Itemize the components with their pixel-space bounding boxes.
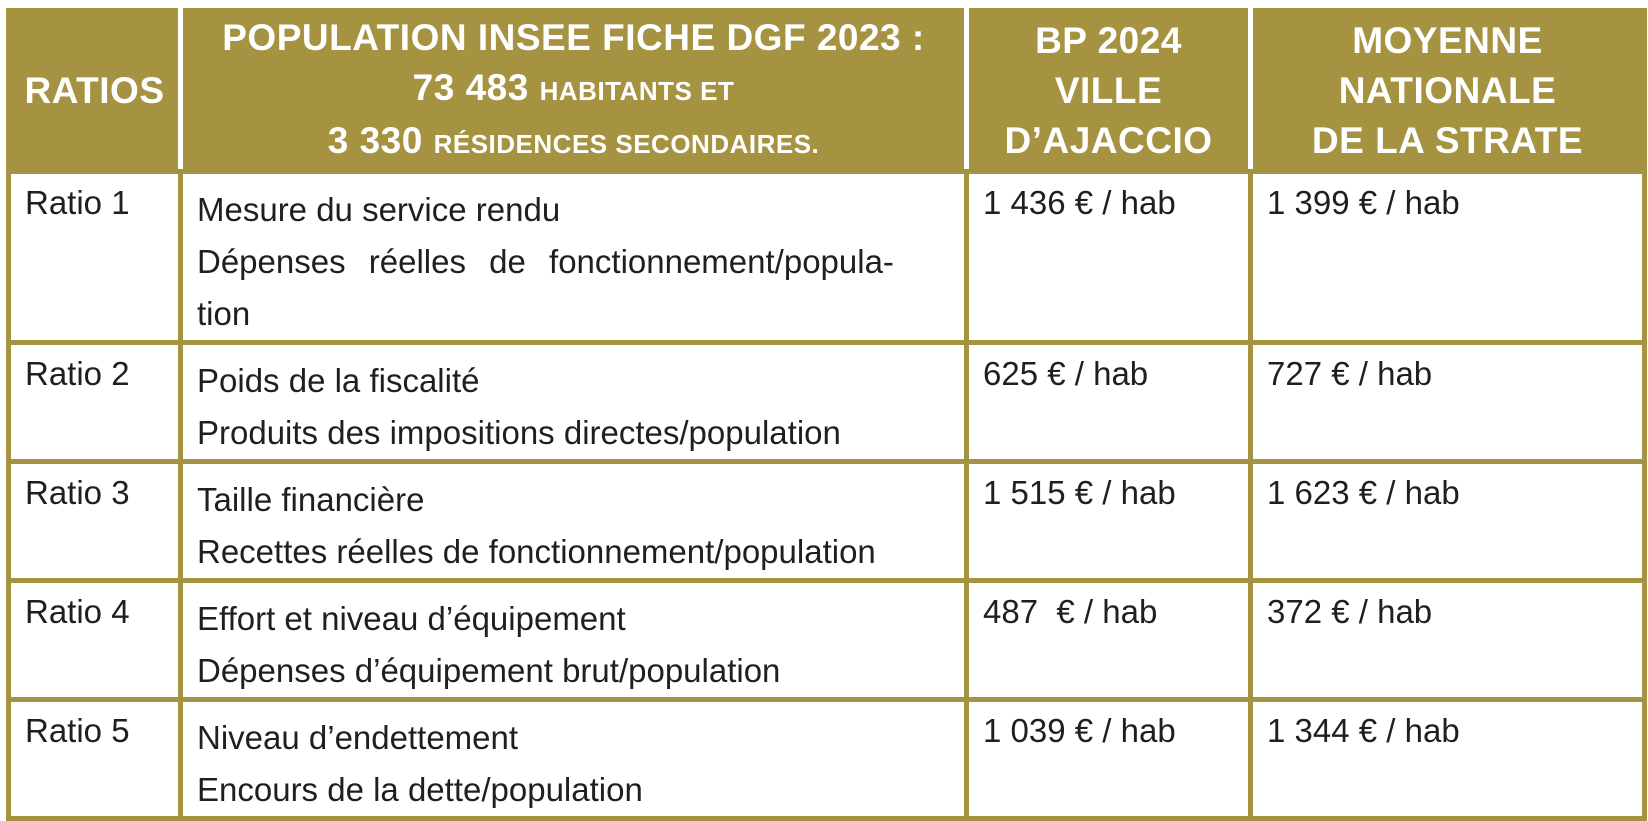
ratio-formula: Dépenses d’équipement brut/population — [197, 652, 781, 689]
header-bp-2024: BP 2024 VILLE D’AJACCIO — [964, 8, 1253, 174]
ratio-formula: Dépenses réelles de fonctionnement/popul… — [197, 243, 894, 280]
ratio-label: Ratio 4 — [6, 578, 183, 702]
table-row: Ratio 5 Niveau d’endettement Encours de … — [6, 697, 1647, 821]
table-row: Ratio 4 Effort et niveau d’équipement Dé… — [6, 578, 1647, 702]
ratio-title: Taille financière — [197, 481, 425, 518]
ratios-table: RATIOS POPULATION INSEE FICHE DGF 2023 :… — [6, 8, 1647, 821]
ratio-description: Niveau d’endettement Encours de la dette… — [178, 697, 969, 821]
ratio-label: Ratio 1 — [6, 169, 183, 345]
header-population: POPULATION INSEE FICHE DGF 2023 : 73 483… — [178, 8, 969, 174]
table-row: Ratio 1 Mesure du service rendu Dépenses… — [6, 169, 1647, 345]
header-population-habitants-label: HABITANTS ET — [539, 76, 735, 106]
ratio-label: Ratio 5 — [6, 697, 183, 821]
ratio-description: Effort et niveau d’équipement Dépenses d… — [178, 578, 969, 702]
ville-value: 1 436 € / hab — [964, 169, 1253, 345]
moyenne-value: 372 € / hab — [1248, 578, 1647, 702]
table-row: Ratio 2 Poids de la fiscalité Produits d… — [6, 340, 1647, 464]
ratio-description: Poids de la fiscalité Produits des impos… — [178, 340, 969, 464]
header-population-residences-label: RÉSIDENCES SECONDAIRES. — [433, 129, 820, 159]
moyenne-value: 1 344 € / hab — [1248, 697, 1647, 821]
ratio-formula: Encours de la dette/population — [197, 771, 643, 808]
header-population-residences-count: 3 330 — [327, 120, 423, 161]
ville-value: 487 € / hab — [964, 578, 1253, 702]
header-moyenne-nationale: MOYENNE NATIONALE DE LA STRATE — [1248, 8, 1647, 174]
header-row: RATIOS POPULATION INSEE FICHE DGF 2023 :… — [6, 8, 1647, 174]
header-population-habitants-count: 73 483 — [412, 67, 529, 108]
moyenne-value: 1 399 € / hab — [1248, 169, 1647, 345]
ratio-formula-continued: tion — [197, 295, 251, 332]
header-population-title: POPULATION INSEE FICHE DGF 2023 : — [222, 17, 925, 58]
ratio-title: Effort et niveau d’équipement — [197, 600, 626, 637]
ratio-formula: Produits des impositions directes/popula… — [197, 414, 841, 451]
ville-value: 625 € / hab — [964, 340, 1253, 464]
ratio-description: Mesure du service rendu Dépenses réelles… — [178, 169, 969, 345]
ratio-formula: Recettes réelles de fonctionnement/popul… — [197, 533, 876, 570]
ville-value: 1 039 € / hab — [964, 697, 1253, 821]
moyenne-value: 727 € / hab — [1248, 340, 1647, 464]
ville-value: 1 515 € / hab — [964, 459, 1253, 583]
moyenne-value: 1 623 € / hab — [1248, 459, 1647, 583]
ratio-title: Niveau d’endettement — [197, 719, 519, 756]
table-row: Ratio 3 Taille financière Recettes réell… — [6, 459, 1647, 583]
ratio-title: Mesure du service rendu — [197, 191, 561, 228]
ratio-label: Ratio 2 — [6, 340, 183, 464]
ratio-title: Poids de la fiscalité — [197, 362, 480, 399]
ratio-label: Ratio 3 — [6, 459, 183, 583]
header-ratios: RATIOS — [6, 8, 183, 174]
ratio-description: Taille financière Recettes réelles de fo… — [178, 459, 969, 583]
